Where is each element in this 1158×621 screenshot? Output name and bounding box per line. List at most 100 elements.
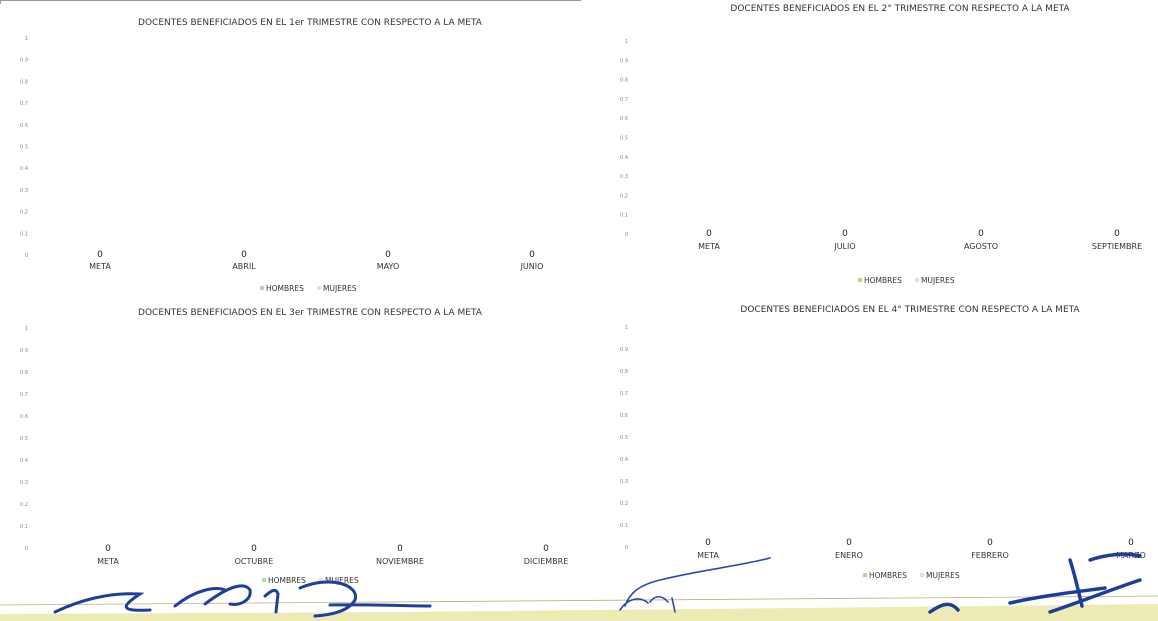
yellow-strip [0,604,1158,621]
y-tick-label: 0.1 [620,213,628,219]
chart-title: DOCENTES BENEFICIADOS EN EL 2° TRIMESTRE… [730,4,1070,14]
y-tick-label: 0.5 [620,136,628,142]
data-label: 0 [1128,538,1134,548]
x-category-label: META [698,242,720,251]
legend-swatch-mujeres [920,573,924,577]
y-tick-label: 0.2 [620,501,628,507]
y-tick-label: 0.8 [620,78,628,84]
x-category-label: SEPTIEMBRE [1092,242,1142,251]
chart-title: DOCENTES BENEFICIADOS EN EL 4° TRIMESTRE… [740,305,1080,315]
y-tick-label: 1 [25,36,28,42]
chart-trimestre-4: DOCENTES BENEFICIADOS EN EL 4° TRIMESTRE… [600,300,1158,590]
y-tick-label: 0.6 [620,116,628,122]
x-category-label: FEBRERO [971,551,1009,560]
y-tick-label: 0.9 [20,58,28,64]
y-tick-label: 0 [625,232,628,238]
y-tick-label: 0.7 [620,391,628,397]
legend-swatch-hombres [858,278,862,282]
y-tick-label: 0.7 [20,392,28,398]
chart-trimestre-4-svg: DOCENTES BENEFICIADOS EN EL 4° TRIMESTRE… [620,305,1146,580]
data-label: 0 [397,544,403,554]
y-tick-label: 1 [625,325,628,331]
data-label: 0 [97,250,103,260]
data-label: 0 [842,229,848,239]
y-tick-label: 0.4 [20,458,28,464]
y-tick-label: 0.7 [620,97,628,103]
data-label: 0 [705,538,711,548]
y-tick-label: 0.9 [620,347,628,353]
legend-label-mujeres: MUJERES [921,276,955,285]
chart-trimestre-3-svg: DOCENTES BENEFICIADOS EN EL 3er TRIMESTR… [20,308,569,585]
legend-swatch-mujeres [317,286,321,290]
x-category-label: MARZO [1116,551,1146,560]
data-label: 0 [529,250,535,260]
data-label: 0 [987,538,993,548]
y-tick-label: 0.6 [20,123,28,129]
chart-trimestre-3: DOCENTES BENEFICIADOS EN EL 3er TRIMESTR… [0,300,600,590]
chart-trimestre-2-svg: DOCENTES BENEFICIADOS EN EL 2° TRIMESTRE… [620,4,1142,285]
y-tick-label: 0 [25,546,28,552]
y-tick-label: 0.5 [20,145,28,151]
chart-title: DOCENTES BENEFICIADOS EN EL 1er TRIMESTR… [138,18,483,28]
y-tick-label: 0.6 [620,413,628,419]
x-category-label: ENERO [835,551,863,560]
legend-swatch-hombres [262,578,266,582]
x-category-label: JULIO [833,242,855,251]
x-category-label: META [697,551,719,560]
x-category-label: ABRIL [232,262,256,271]
legend-swatch-mujeres [915,278,919,282]
x-category-label: META [97,557,119,566]
y-tick-label: 0.5 [20,436,28,442]
data-label: 0 [706,229,712,239]
y-tick-label: 0.3 [620,479,628,485]
page-top-border [0,0,581,4]
legend-swatch-mujeres [319,578,323,582]
x-category-label: OCTUBRE [235,557,274,566]
y-tick-label: 0.4 [20,166,28,172]
data-label: 0 [543,544,549,554]
y-tick-label: 0.9 [620,58,628,64]
x-category-label: NOVIEMBRE [376,557,424,566]
strip-edge [0,595,1158,606]
x-category-label: JUNIO [520,262,544,271]
data-label: 0 [251,544,257,554]
y-tick-label: 0.3 [620,174,628,180]
y-tick-label: 0.3 [20,480,28,486]
x-category-label: DICIEMBRE [524,557,569,566]
y-tick-label: 0.8 [20,370,28,376]
y-tick-label: 0.8 [20,79,28,85]
data-label: 0 [1114,229,1120,239]
data-label: 0 [978,229,984,239]
y-tick-label: 0.2 [20,502,28,508]
x-category-label: AGOSTO [964,242,998,251]
legend-swatch-hombres [260,286,264,290]
legend-label-hombres: HOMBRES [864,276,902,285]
y-tick-label: 0.7 [20,101,28,107]
legend-label-hombres: HOMBRES [268,576,306,585]
y-tick-label: 1 [625,39,628,45]
y-tick-label: 0 [625,545,628,551]
legend-label-mujeres: MUJERES [325,576,359,585]
x-category-label: MAYO [377,262,400,271]
legend-label-mujeres: MUJERES [323,284,357,293]
legend-label-hombres: HOMBRES [869,571,907,580]
y-tick-label: 0.4 [620,457,628,463]
y-tick-label: 0.2 [20,210,28,216]
legend-swatch-hombres [863,573,867,577]
data-label: 0 [846,538,852,548]
data-label: 0 [105,544,111,554]
y-tick-label: 0.1 [20,231,28,237]
y-tick-label: 0.2 [620,193,628,199]
legend-label-mujeres: MUJERES [926,571,960,580]
x-category-label: META [89,262,111,271]
y-tick-label: 0.9 [20,348,28,354]
y-tick-label: 0.4 [620,155,628,161]
chart-trimestre-1: DOCENTES BENEFICIADOS EN EL 1er TRIMESTR… [0,5,600,295]
chart-trimestre-1-svg: DOCENTES BENEFICIADOS EN EL 1er TRIMESTR… [20,18,544,293]
y-tick-label: 0.5 [620,435,628,441]
data-label: 0 [385,250,391,260]
y-tick-label: 0 [25,253,28,259]
data-label: 0 [241,250,247,260]
legend-label-hombres: HOMBRES [266,284,304,293]
y-tick-label: 0.8 [620,369,628,375]
